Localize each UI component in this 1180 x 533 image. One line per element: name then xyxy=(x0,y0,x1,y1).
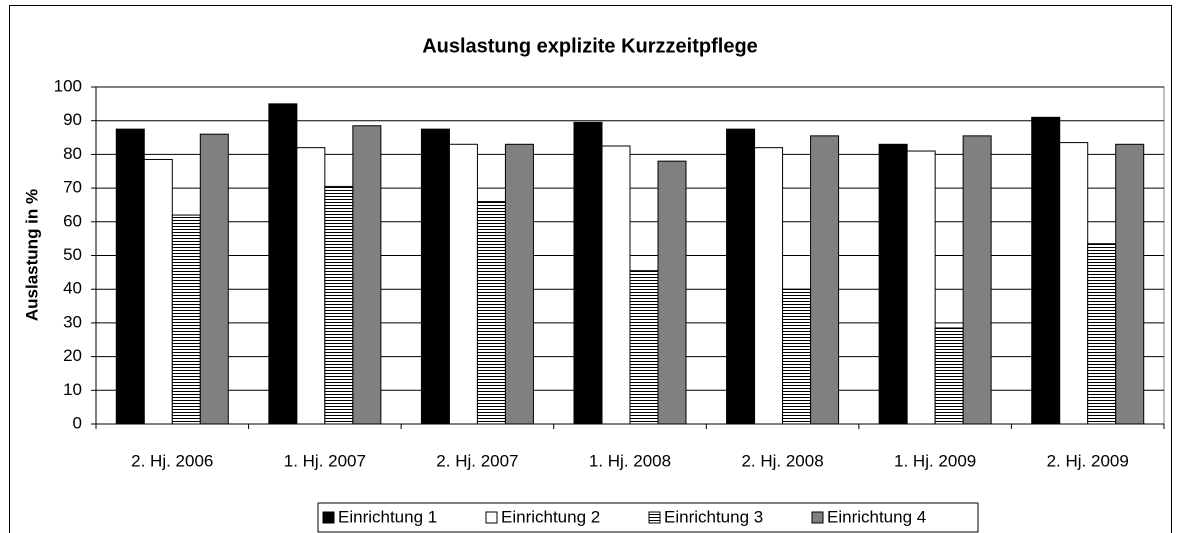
bar xyxy=(1087,243,1117,425)
bar xyxy=(962,135,992,425)
bar xyxy=(1031,116,1061,425)
x-tick-label: 2. Hj. 2006 xyxy=(131,451,213,470)
bar xyxy=(324,185,354,425)
bar xyxy=(296,147,326,425)
bar xyxy=(268,103,298,425)
bar xyxy=(782,288,812,425)
bar xyxy=(115,128,145,425)
bar xyxy=(476,201,506,425)
y-tick-label: 100 xyxy=(54,76,82,95)
bar xyxy=(754,147,784,425)
legend-label: Einrichtung 1 xyxy=(338,507,437,526)
bar xyxy=(810,135,840,425)
y-tick-label: 20 xyxy=(63,346,82,365)
bar xyxy=(934,327,964,425)
y-tick-label: 30 xyxy=(63,312,82,331)
y-tick-label: 60 xyxy=(63,211,82,230)
bar xyxy=(601,145,631,425)
y-axis-label: Auslastung in % xyxy=(22,189,41,321)
bar xyxy=(906,150,936,425)
bar xyxy=(573,121,603,425)
legend-label: Einrichtung 2 xyxy=(501,507,600,526)
x-tick-label: 1. Hj. 2007 xyxy=(284,451,366,470)
legend-box xyxy=(317,502,979,533)
y-tick-label: 70 xyxy=(63,178,82,197)
y-tick-label: 90 xyxy=(63,110,82,129)
x-tick-label: 2. Hj. 2007 xyxy=(436,451,518,470)
bar xyxy=(143,158,173,425)
chart-title: Auslastung explizite Kurzzeitpflege xyxy=(422,35,758,57)
bar xyxy=(199,133,229,425)
y-tick-label: 10 xyxy=(63,380,82,399)
legend-label: Einrichtung 3 xyxy=(664,507,763,526)
bar xyxy=(1059,142,1089,425)
bar xyxy=(171,214,201,425)
x-tick-label: 1. Hj. 2008 xyxy=(589,451,671,470)
bar xyxy=(420,128,450,425)
legend-marker xyxy=(648,511,661,524)
bar xyxy=(1115,143,1145,425)
bar xyxy=(504,143,534,425)
bar xyxy=(629,270,659,425)
y-tick-label: 0 xyxy=(73,413,82,432)
y-tick-label: 50 xyxy=(63,245,82,264)
legend-label: Einrichtung 4 xyxy=(827,507,926,526)
bar xyxy=(726,128,756,425)
y-tick-label: 80 xyxy=(63,144,82,163)
x-tick-label: 2. Hj. 2008 xyxy=(741,451,823,470)
bar xyxy=(352,125,382,425)
bar xyxy=(448,143,478,425)
legend-marker xyxy=(322,511,335,524)
legend-marker xyxy=(811,511,824,524)
y-tick-label: 40 xyxy=(63,279,82,298)
bar xyxy=(657,160,687,425)
x-tick-label: 1. Hj. 2009 xyxy=(894,451,976,470)
bar xyxy=(878,143,908,425)
legend-marker xyxy=(485,511,498,524)
x-tick-label: 2. Hj. 2009 xyxy=(1047,451,1129,470)
